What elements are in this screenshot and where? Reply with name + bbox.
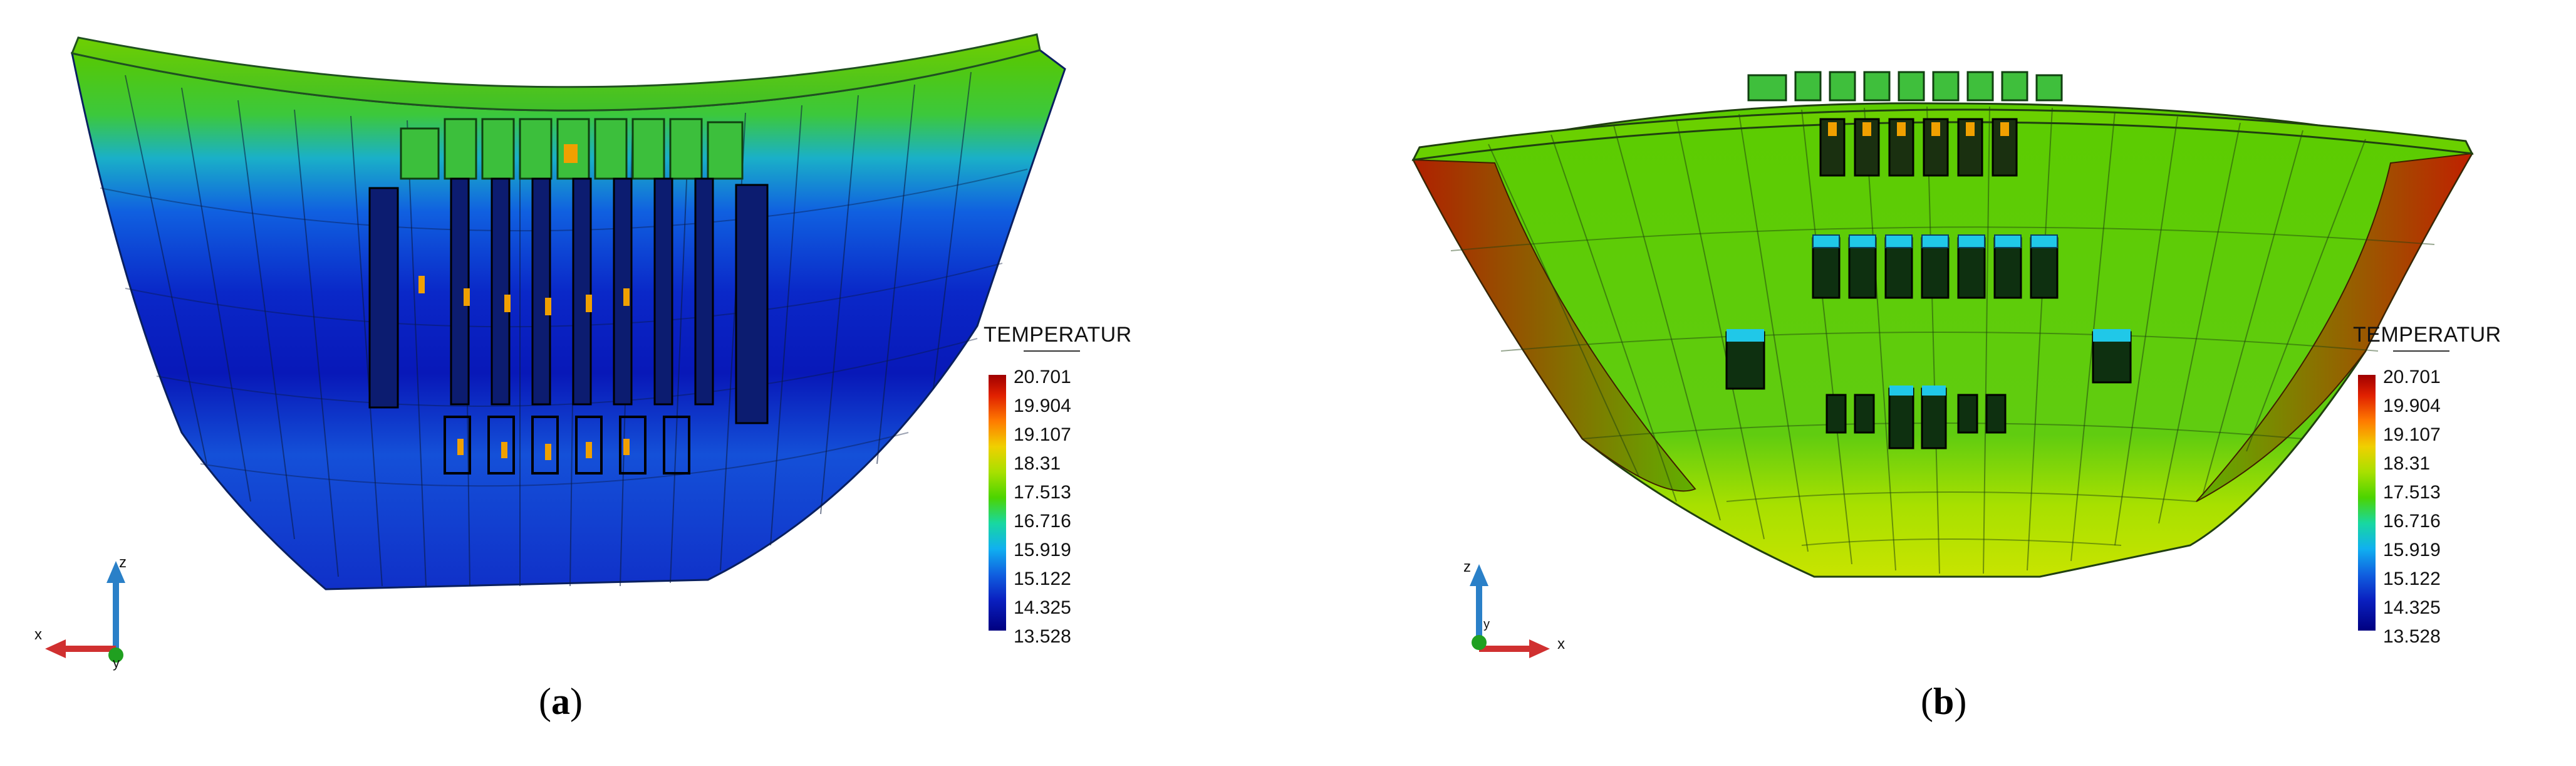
legend-title: TEMPERATUR xyxy=(2353,323,2501,347)
legend-value: 20.701 xyxy=(1014,367,1071,387)
axis-label-horizontal: x xyxy=(34,626,42,643)
legend-value: 19.904 xyxy=(2383,396,2441,416)
panel-b: z x y TEMPERATUR 20.701 19.904 19.107 18… xyxy=(1288,0,2576,766)
axis-label-horizontal: x xyxy=(1557,636,1565,653)
legend-color-bar xyxy=(2358,375,2376,631)
legend-value: 19.107 xyxy=(2383,424,2441,445)
legend-title-underline xyxy=(1024,350,1080,352)
legend-title-underline xyxy=(2393,350,2449,352)
axis-label-vertical: z xyxy=(1463,559,1471,575)
spillway-piers xyxy=(1747,71,2063,102)
dam-model-downstream-view: z x y xyxy=(34,33,1066,671)
temperature-legend-a: TEMPERATUR 20.701 19.904 19.107 18.31 17… xyxy=(984,323,1146,649)
legend-title: TEMPERATUR xyxy=(984,323,1132,347)
lift-lines xyxy=(100,169,1028,487)
legend-value: 15.122 xyxy=(2383,569,2441,589)
caption-b: (b) xyxy=(1921,681,1967,722)
dam-crest xyxy=(70,33,1041,112)
middle-outlets xyxy=(1812,234,2059,299)
hot-spots xyxy=(418,144,630,460)
legend-value: 13.528 xyxy=(2383,626,2441,647)
legend-value: 17.513 xyxy=(1014,482,1071,503)
side-outlets xyxy=(1725,329,2132,390)
legend-value: 18.31 xyxy=(1014,453,1061,474)
hot-spots xyxy=(1828,122,2009,136)
dam-crest xyxy=(1411,108,2474,161)
axis-triad xyxy=(1470,564,1550,658)
temperature-legend-b: TEMPERATUR 20.701 19.904 19.107 18.31 17… xyxy=(2353,323,2516,649)
block-joints xyxy=(1488,106,2366,574)
legend-value: 18.31 xyxy=(2383,453,2431,474)
legend-value: 15.919 xyxy=(1014,540,1071,560)
legend-value: 15.919 xyxy=(2383,540,2441,560)
axis-label-depth: y xyxy=(1483,617,1490,631)
legend-value: 14.325 xyxy=(2383,597,2441,618)
caption-a: (a) xyxy=(539,681,583,722)
legend-value: 20.701 xyxy=(2383,367,2441,387)
bottom-outlets xyxy=(444,416,690,475)
legend-value: 14.325 xyxy=(1014,597,1071,618)
legend-value: 15.122 xyxy=(1014,569,1071,589)
legend-value: 13.528 xyxy=(1014,626,1071,647)
legend-value: 16.716 xyxy=(2383,511,2441,532)
right-abutment xyxy=(2196,152,2473,502)
axis-triad xyxy=(45,561,125,663)
axis-label-depth: y xyxy=(113,655,120,671)
legend-color-bar xyxy=(989,375,1006,631)
bottom-outlets xyxy=(1826,386,2007,449)
legend-value: 16.716 xyxy=(1014,511,1071,532)
axis-label-vertical: z xyxy=(119,554,127,571)
legend-value: 19.107 xyxy=(1014,424,1071,445)
legend-value: 17.513 xyxy=(2383,482,2441,503)
dam-model-upstream-view: z x y xyxy=(1411,71,2474,658)
orifice-slots xyxy=(368,177,769,424)
panel-a: z x y TEMPERATUR 20.701 19.904 19.107 18… xyxy=(34,33,1146,722)
spillway-piers xyxy=(400,118,744,180)
legend-value: 19.904 xyxy=(1014,396,1071,416)
